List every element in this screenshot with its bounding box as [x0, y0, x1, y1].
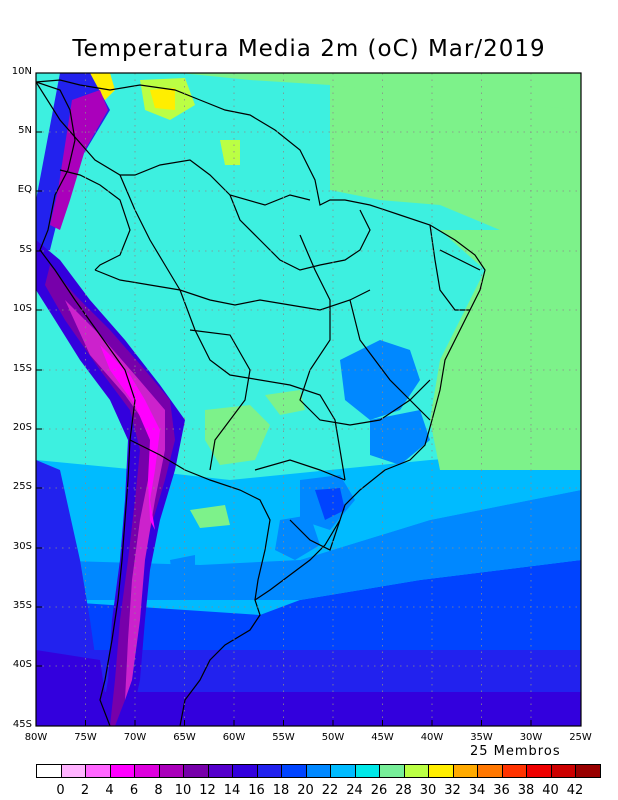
legend-label: 16 [248, 783, 265, 798]
lat-label: 45S [12, 719, 32, 730]
map-title: Temperatura Media 2m (oC) Mar/2019 [72, 36, 546, 62]
legend-color-box [501, 764, 527, 778]
legend-color-box [134, 764, 160, 778]
lon-label: 50W [321, 732, 345, 743]
legend-color-box [60, 764, 86, 778]
legend-label: 18 [272, 783, 290, 798]
lon-label: 45W [371, 732, 394, 743]
legend-color-box [330, 764, 356, 778]
legend-color-box [109, 764, 135, 778]
legend-label: 34 [468, 783, 486, 798]
lat-label: 25S [12, 481, 32, 492]
legend-label: 26 [370, 783, 388, 798]
legend-color-box [403, 764, 429, 778]
lat-label: EQ [17, 184, 32, 195]
lon-label: 75W [74, 732, 97, 743]
legend-color-box [36, 764, 62, 778]
legend-label: 12 [199, 783, 216, 798]
legend-label: 40 [542, 783, 559, 798]
lat-label: 20S [12, 422, 32, 433]
lat-label: 5N [18, 125, 32, 136]
lat-label: 10S [12, 303, 32, 314]
map-frame [35, 72, 582, 727]
legend-color-box [452, 764, 478, 778]
lon-label: 70W [123, 732, 147, 743]
legend-color-box [526, 764, 552, 778]
lon-label: 55W [272, 732, 295, 743]
legend-label: 30 [419, 783, 437, 798]
legend-color-box [477, 764, 503, 778]
legend-label: 8 [154, 783, 163, 798]
lat-label: 15S [12, 363, 32, 374]
lat-label: 5S [19, 244, 32, 255]
legend-label: 2 [80, 783, 90, 798]
legend-label: 38 [517, 783, 535, 798]
legend-color-box [232, 764, 258, 778]
legend-label: 20 [297, 783, 314, 798]
legend-color-box [354, 764, 380, 778]
lon-label: 40W [420, 732, 444, 743]
legend-color-box [575, 764, 601, 778]
lon-label: 25W [569, 732, 592, 743]
legend-label: 6 [129, 783, 139, 798]
legend-color-box [85, 764, 111, 778]
lat-label: 30S [12, 541, 32, 552]
legend-label: 22 [321, 783, 339, 798]
lon-label: 65W [173, 732, 196, 743]
legend-label: 10 [174, 783, 192, 798]
lat-label: 10N [11, 66, 32, 77]
legend-color-box [281, 764, 307, 778]
lon-label: 80W [24, 732, 48, 743]
legend-color-box [256, 764, 282, 778]
coastlines [36, 79, 486, 726]
members-label: 25 Membros [470, 744, 561, 759]
lon-label: 35W [470, 732, 493, 743]
legend-label: 4 [105, 783, 114, 798]
legend-color-box [158, 764, 184, 778]
legend-color-box [305, 764, 331, 778]
graticule [36, 73, 581, 726]
legend-label: 32 [444, 783, 461, 798]
legend-color-box [379, 764, 405, 778]
legend-label: 0 [56, 783, 65, 798]
legend-label: 24 [346, 783, 363, 798]
lat-label: 40S [12, 659, 32, 670]
legend-color-box [183, 764, 209, 778]
temperature-field [36, 73, 581, 726]
lon-label: 30W [519, 732, 543, 743]
axis-ticks [36, 131, 532, 726]
legend-color-box [207, 764, 233, 778]
legend-label: 28 [395, 783, 412, 798]
legend-label: 14 [223, 783, 241, 798]
legend-color-box [428, 764, 454, 778]
legend-color-box [550, 764, 576, 778]
legend-label: 36 [493, 783, 510, 798]
lat-label: 35S [12, 600, 32, 611]
lon-label: 60W [222, 732, 246, 743]
legend-label: 42 [566, 783, 584, 798]
